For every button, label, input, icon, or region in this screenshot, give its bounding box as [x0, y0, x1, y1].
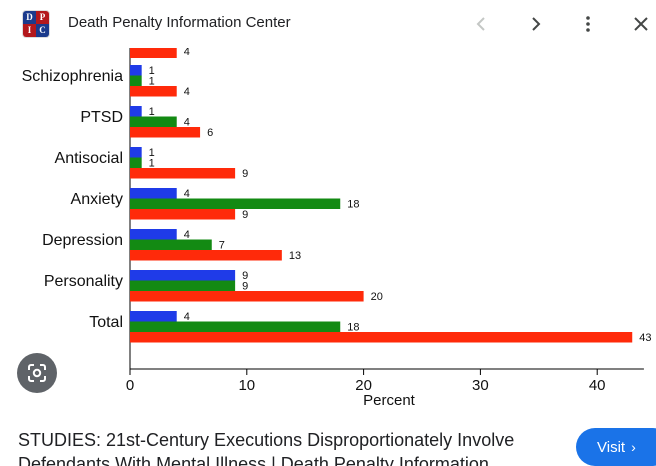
chevron-right-icon: [532, 17, 541, 31]
category-label: PTSD: [80, 109, 123, 126]
bar-blue: [130, 65, 142, 76]
bar-red: [130, 86, 177, 97]
bar-blue: [130, 106, 142, 117]
previous-button[interactable]: [468, 10, 496, 38]
data-label: 1: [149, 76, 155, 88]
close-button[interactable]: [627, 10, 655, 38]
bar-partial: [130, 48, 177, 58]
more-options-button[interactable]: [574, 10, 602, 38]
bar-red: [130, 127, 201, 138]
result-caption[interactable]: STUDIES: 21st-Century Executions Disprop…: [18, 428, 566, 466]
x-tick-label: 30: [472, 377, 489, 394]
visit-button[interactable]: Visit ›: [576, 428, 656, 466]
data-label: 7: [219, 240, 225, 252]
data-label: 9: [242, 281, 248, 293]
data-label: 9: [242, 168, 248, 180]
bar-green: [130, 157, 142, 168]
data-label: 4: [184, 48, 190, 58]
data-label: 13: [289, 250, 301, 262]
data-label: 6: [207, 127, 213, 139]
category-label: Personality: [44, 273, 123, 290]
data-label: 1: [149, 106, 155, 118]
site-name[interactable]: Death Penalty Information Center: [68, 14, 291, 31]
data-label: 4: [184, 229, 190, 241]
bar-blue: [130, 270, 236, 281]
data-label: 4: [184, 311, 190, 323]
x-tick-label: 20: [355, 377, 372, 394]
x-tick-label: 10: [238, 377, 255, 394]
top-bar: D P I C Death Penalty Information Center: [0, 0, 656, 48]
bar-green: [130, 239, 212, 250]
data-label: 4: [184, 188, 190, 200]
category-label: Anxiety: [71, 191, 123, 208]
bar-red: [130, 168, 236, 179]
caption-line-1: STUDIES: 21st-Century Executions Disprop…: [18, 430, 515, 450]
bar-blue: [130, 311, 177, 322]
favicon-letter: I: [23, 24, 36, 37]
lens-search-icon: [28, 364, 46, 382]
bar-blue: [130, 147, 142, 158]
x-tick-label: 0: [126, 377, 134, 394]
next-button[interactable]: [521, 10, 549, 38]
bar-green: [130, 198, 341, 209]
data-label: 9: [242, 209, 248, 221]
data-label: 43: [639, 332, 651, 344]
lens-search-button[interactable]: [17, 353, 57, 393]
close-icon: [634, 17, 648, 31]
visit-label: Visit: [597, 438, 626, 456]
data-label: 4: [184, 117, 190, 129]
category-label: Total: [89, 314, 123, 331]
bar-blue: [130, 229, 177, 240]
bar-red: [130, 332, 633, 343]
data-label: 1: [149, 147, 155, 159]
site-favicon-icon: D P I C: [22, 10, 50, 38]
category-label: Depression: [42, 232, 123, 249]
chevron-left-icon: [476, 17, 485, 31]
data-label: 18: [347, 199, 359, 211]
bar-red: [130, 209, 236, 220]
caption-line-2: Defendants With Mental Illness | Death P…: [18, 454, 489, 466]
data-label: 18: [347, 322, 359, 334]
bar-green: [130, 75, 142, 86]
favicon-letter: P: [36, 11, 49, 24]
bar-green: [130, 321, 341, 332]
data-label: 1: [149, 65, 155, 77]
bar-blue: [130, 188, 177, 199]
favicon-letter: C: [36, 24, 49, 37]
chevron-right-icon: ›: [631, 439, 636, 455]
x-axis-label: Percent: [363, 392, 416, 408]
bar-green: [130, 116, 177, 127]
bar-red: [130, 291, 364, 302]
favicon-letter: D: [23, 11, 36, 24]
category-label: Schizophrenia: [22, 68, 124, 85]
chart-image[interactable]: 0 10 20 30 40 Percent Total 4 18 43 Personality 9 9 2…: [0, 46, 656, 409]
more-vert-icon: [586, 16, 590, 32]
data-label: 1: [149, 158, 155, 170]
data-label: 4: [184, 86, 190, 98]
x-tick-label: 40: [589, 377, 606, 394]
bar-green: [130, 280, 236, 291]
category-label: Antisocial: [55, 150, 123, 167]
data-label: 9: [242, 270, 248, 282]
bar-red: [130, 250, 282, 261]
data-label: 20: [371, 291, 383, 303]
